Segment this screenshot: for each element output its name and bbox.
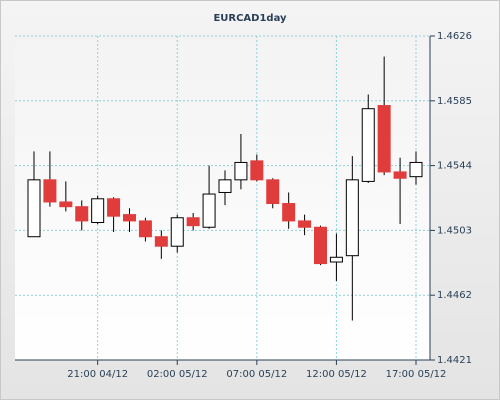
candle-body	[218, 179, 232, 193]
y-tick-label: 1.4421	[437, 355, 472, 366]
y-tick-label: 1.4626	[437, 31, 472, 42]
plot-area	[15, 36, 430, 360]
candle-body	[250, 160, 264, 181]
candle-body	[298, 220, 312, 228]
candle-body	[361, 108, 375, 182]
candle-body	[107, 198, 121, 217]
x-tick-label: 21:00 04/12	[67, 369, 128, 380]
candle-body	[266, 179, 280, 205]
candle-body	[91, 198, 105, 223]
y-tick-label: 1.4585	[437, 96, 472, 107]
candle-body	[170, 217, 184, 247]
candle-body	[282, 203, 296, 222]
plot: 1.4421 1.4462 1.4503 1.4544 1.4585 1.4626 21:0…	[15, 31, 472, 380]
candle-body	[234, 161, 248, 181]
candle-body	[377, 105, 391, 173]
y-tick-label: 1.4462	[437, 290, 472, 301]
y-tick-label: 1.4503	[437, 225, 472, 236]
candle-body	[138, 220, 152, 238]
candle-body	[27, 179, 41, 238]
candle-body	[409, 161, 423, 178]
candle-body	[186, 217, 200, 227]
candle-body	[154, 236, 168, 247]
candle-body	[123, 214, 136, 222]
candle-body	[75, 206, 89, 222]
candle-body	[202, 193, 216, 228]
candle-body	[43, 179, 57, 203]
x-tick-label: 17:00 05/12	[386, 369, 447, 380]
chart-title: EURCAD1day	[213, 13, 287, 24]
x-tick-label: 02:00 05/12	[147, 369, 208, 380]
candle-body	[329, 256, 343, 263]
candle-body	[314, 226, 327, 265]
candle-body	[393, 171, 407, 179]
y-tick-label: 1.4544	[437, 161, 472, 172]
candle-body	[59, 201, 73, 208]
candle-body	[345, 179, 359, 257]
x-tick-label: 07:00 05/12	[226, 369, 287, 380]
x-tick-label: 12:00 05/12	[306, 369, 367, 380]
